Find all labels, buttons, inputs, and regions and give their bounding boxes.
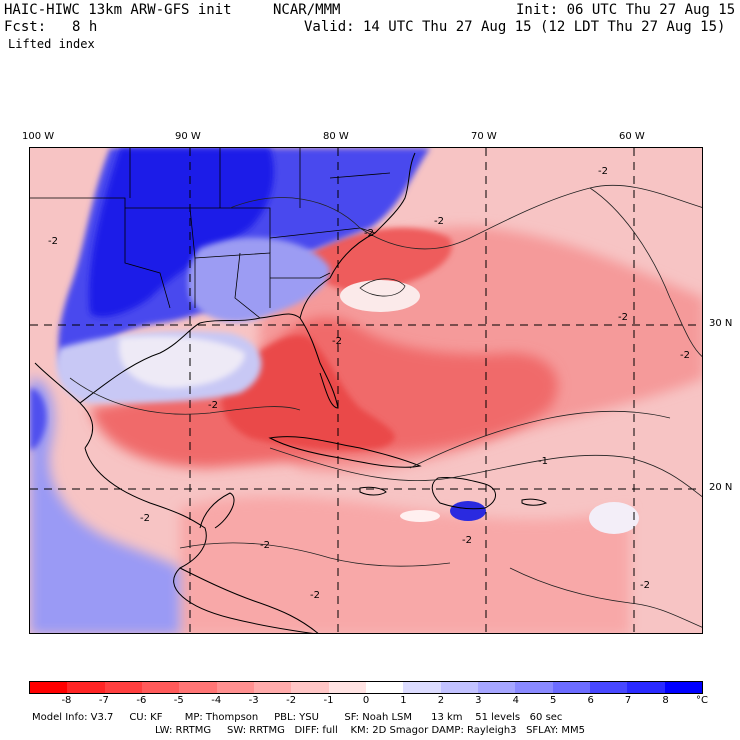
colorbar-label: -3 [248, 695, 259, 706]
contour-label: -2 [310, 590, 320, 601]
state-borders [30, 148, 391, 319]
colorbar-segment [627, 682, 665, 693]
colorbar-segment [552, 682, 590, 693]
field-name: Lifted index [8, 37, 95, 51]
field-region-caribbean [180, 496, 630, 633]
lon-label-80w: 80 W [323, 131, 349, 142]
colorbar-label: 3 [475, 695, 482, 706]
colorbar-label: -4 [211, 695, 222, 706]
contour-label: -2 [462, 535, 472, 546]
colorbar-label: -6 [136, 695, 147, 706]
colorbar-label: 2 [437, 695, 445, 706]
colorbar-segment [104, 682, 142, 693]
contour-line [409, 410, 671, 469]
coast-cuba [268, 436, 422, 468]
colorbar-segment [67, 682, 105, 693]
lon-label-60w: 60 W [619, 131, 645, 142]
contour-line [509, 567, 702, 628]
field-region-us-deepblue [89, 148, 274, 318]
field-region-hispaniola [450, 501, 486, 521]
colorbar-label: -5 [173, 695, 184, 706]
colorbar-segment [365, 682, 404, 693]
coast-central-america [179, 567, 319, 633]
contour-label: -2 [434, 216, 444, 227]
field-region-tx-white [119, 336, 245, 388]
li-contours [69, 184, 702, 628]
field-region-cuba-white [400, 510, 440, 522]
colorbar-label: -1 [323, 695, 334, 706]
forecast-value: 8 h [72, 19, 98, 35]
map-graphic: -2 -2 -2 -2 -2 -2 -2 -2 -1 -2 -2 -2 -2 -… [30, 148, 702, 633]
colorbar-segment [141, 682, 180, 693]
contour-label: -2 [48, 236, 58, 247]
colorbar-label: -8 [61, 695, 72, 706]
lon-label-70w: 70 W [471, 131, 497, 142]
contour-line [269, 447, 702, 498]
lon-label-90w: 90 W [175, 131, 201, 142]
coast-puerto-rico [521, 498, 548, 506]
contour-line [359, 278, 406, 297]
model-title: HAIC-HIWC 13km ARW-GFS init [4, 2, 232, 18]
forecast-label: Fcst: [4, 19, 47, 35]
colorbar-label: 7 [624, 695, 632, 706]
lat-lon-grid [30, 148, 702, 633]
model-info-line2: LW: RRTMG SW: RRTMG DIFF: full KM: 2D Sm… [155, 725, 585, 736]
colorbar-segment [291, 682, 329, 693]
contour-label: -2 [598, 166, 608, 177]
contour-labels: -2 -2 -2 -2 -2 -2 -2 -2 -1 -2 -2 -2 -2 -… [48, 166, 690, 601]
field-region-us-lightblue [188, 237, 330, 322]
lat-label-30n: 30 N [709, 318, 733, 329]
coast-gulf-us [34, 313, 339, 449]
colorbar-segment [664, 682, 702, 693]
init-time: Init: 06 UTC Thu 27 Aug 15 [516, 2, 736, 18]
contour-label: -2 [260, 540, 270, 551]
colorbar-label: 4 [512, 695, 519, 706]
colorbar-segment [403, 682, 441, 693]
contour-line [179, 542, 451, 567]
lat-label-20n: 20 N [709, 482, 733, 493]
contour-label: -2 [140, 513, 150, 524]
coast-hispaniola [431, 477, 496, 510]
colorbar-segment [179, 682, 217, 693]
colorbar-label: 0 [362, 695, 370, 706]
colorbar-segment [328, 682, 366, 693]
contour-label: -2 [364, 228, 374, 239]
field-region-florida-core [221, 335, 395, 450]
coast-yucatan [199, 492, 235, 529]
field-region-atlantic-white [589, 502, 639, 534]
colorbar-label: 6 [587, 695, 594, 706]
lon-label-100w: 100 W [22, 131, 55, 142]
coast-mexico [84, 447, 314, 633]
colorbar-label: -2 [286, 695, 297, 706]
contour-label: -2 [680, 350, 690, 361]
model-info-line1: Model Info: V3.7 CU: KF MP: Thompson PBL… [32, 712, 563, 723]
colorbar [29, 681, 703, 694]
colorbar-unit: °C [696, 695, 708, 706]
colorbar-label: -7 [98, 695, 109, 706]
lifted-index-map: -2 -2 -2 -2 -2 -2 -2 -2 -1 -2 -2 -2 -2 -… [29, 147, 703, 634]
colorbar-label: 5 [550, 695, 557, 706]
colorbar-label: 1 [400, 695, 407, 706]
colorbar-segment [477, 682, 516, 693]
field-region-mexico-blue [30, 378, 180, 633]
colorbar-segment [30, 682, 68, 693]
colorbar-segment [589, 682, 628, 693]
contour-label: -1 [538, 456, 548, 467]
contour-line [589, 187, 702, 357]
valid-time: Valid: 14 UTC Thu 27 Aug 15 (12 LDT Thu … [304, 19, 726, 35]
contour-label: -2 [640, 580, 650, 591]
colorbar-segment [216, 682, 254, 693]
colorbar-label: 8 [662, 695, 669, 706]
colorbar-segment [515, 682, 553, 693]
contour-label: -2 [332, 336, 342, 347]
contour-line [229, 184, 702, 250]
organization: NCAR/MMM [273, 2, 341, 18]
contour-label: -2 [618, 312, 628, 323]
coast-jamaica [359, 486, 387, 496]
contour-label: -2 [208, 400, 218, 411]
contour-line [69, 377, 301, 415]
colorbar-segment [253, 682, 292, 693]
field-region-mexico-blue2 [30, 388, 47, 450]
colorbar-segment [440, 682, 478, 693]
